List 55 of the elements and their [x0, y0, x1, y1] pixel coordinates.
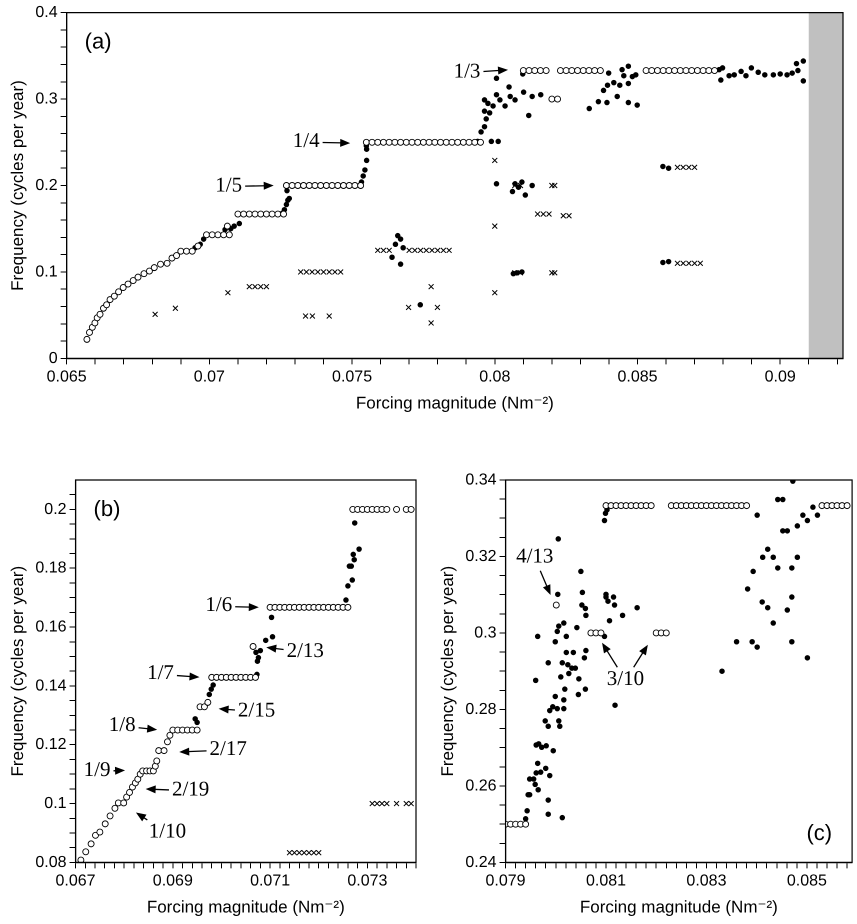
x-axis-title: Forcing magnitude (Nm⁻²) — [146, 897, 345, 916]
x-tick-label: 0.07 — [194, 368, 226, 386]
x-axis-title: Forcing magnitude (Nm⁻²) — [580, 897, 778, 916]
y-tick-label: 0.16 — [35, 618, 67, 636]
y-tick-label: 0.08 — [35, 854, 67, 871]
x-tick-label: 0.081 — [586, 872, 626, 890]
y-tick-label: 0.1 — [44, 794, 67, 812]
y-axis-title: Frequency (cycles per year) — [8, 80, 27, 291]
annotation: (b) — [94, 496, 120, 521]
y-tick-label: 0 — [48, 350, 58, 367]
annotation: 1/8 — [108, 712, 136, 736]
y-tick-label: 0.18 — [35, 560, 67, 577]
x-tick-label: 0.065 — [46, 368, 87, 386]
x-tick-label: 0.08 — [479, 368, 510, 386]
y-tick-label: 0.4 — [35, 4, 58, 22]
annotation: 1/5 — [215, 172, 242, 196]
annotation: 1/10 — [148, 818, 186, 843]
annotation: 1/7 — [147, 660, 174, 684]
y-tick-label: 0.26 — [465, 777, 497, 794]
y-tick-label: 0.1 — [35, 263, 58, 280]
x-tick-label: 0.075 — [332, 368, 372, 386]
annotation: 1/6 — [205, 592, 232, 616]
y-tick-label: 0.3 — [35, 90, 58, 108]
x-tick-label: 0.083 — [686, 872, 727, 890]
y-axis-title: Frequency (cycles per year) — [8, 566, 27, 777]
annotation: (c) — [806, 820, 832, 846]
x-tick-label: 0.09 — [764, 368, 796, 386]
x-tick-label: 0.085 — [786, 872, 828, 890]
x-tick-label: 0.085 — [617, 368, 658, 386]
y-tick-label: 0.24 — [465, 854, 497, 871]
y-tick-label: 0.2 — [44, 500, 67, 518]
x-tick-label: 0.071 — [250, 872, 290, 890]
y-tick-label: 0.34 — [465, 471, 497, 488]
x-tick-label: 0.069 — [152, 872, 193, 890]
x-tick-label: 0.079 — [486, 872, 526, 890]
annotation: 2/19 — [172, 776, 210, 801]
y-axis-title: Frequency (cycles per year) — [438, 566, 457, 777]
annotation: (a) — [84, 28, 112, 54]
y-tick-label: 0.14 — [35, 677, 67, 694]
y-tick-label: 0.28 — [465, 700, 497, 718]
y-tick-label: 0.2 — [35, 176, 58, 194]
annotation: 1/4 — [292, 128, 320, 152]
annotation: 3/10 — [606, 666, 644, 690]
annotation: 2/17 — [210, 736, 247, 760]
y-tick-label: 0.3 — [474, 624, 497, 642]
x-axis-title: Forcing magnitude (Nm⁻²) — [356, 393, 554, 412]
x-tick-label: 0.073 — [347, 872, 388, 890]
annotation: 1/9 — [84, 757, 110, 782]
annotation: 4/13 — [516, 544, 554, 568]
y-tick-label: 0.32 — [465, 548, 497, 565]
x-tick-label: 0.067 — [56, 872, 96, 890]
annotation: 2/13 — [286, 638, 324, 662]
y-tick-label: 0.12 — [35, 736, 67, 754]
annotation: 1/3 — [454, 58, 480, 82]
annotation: 2/15 — [238, 697, 276, 722]
